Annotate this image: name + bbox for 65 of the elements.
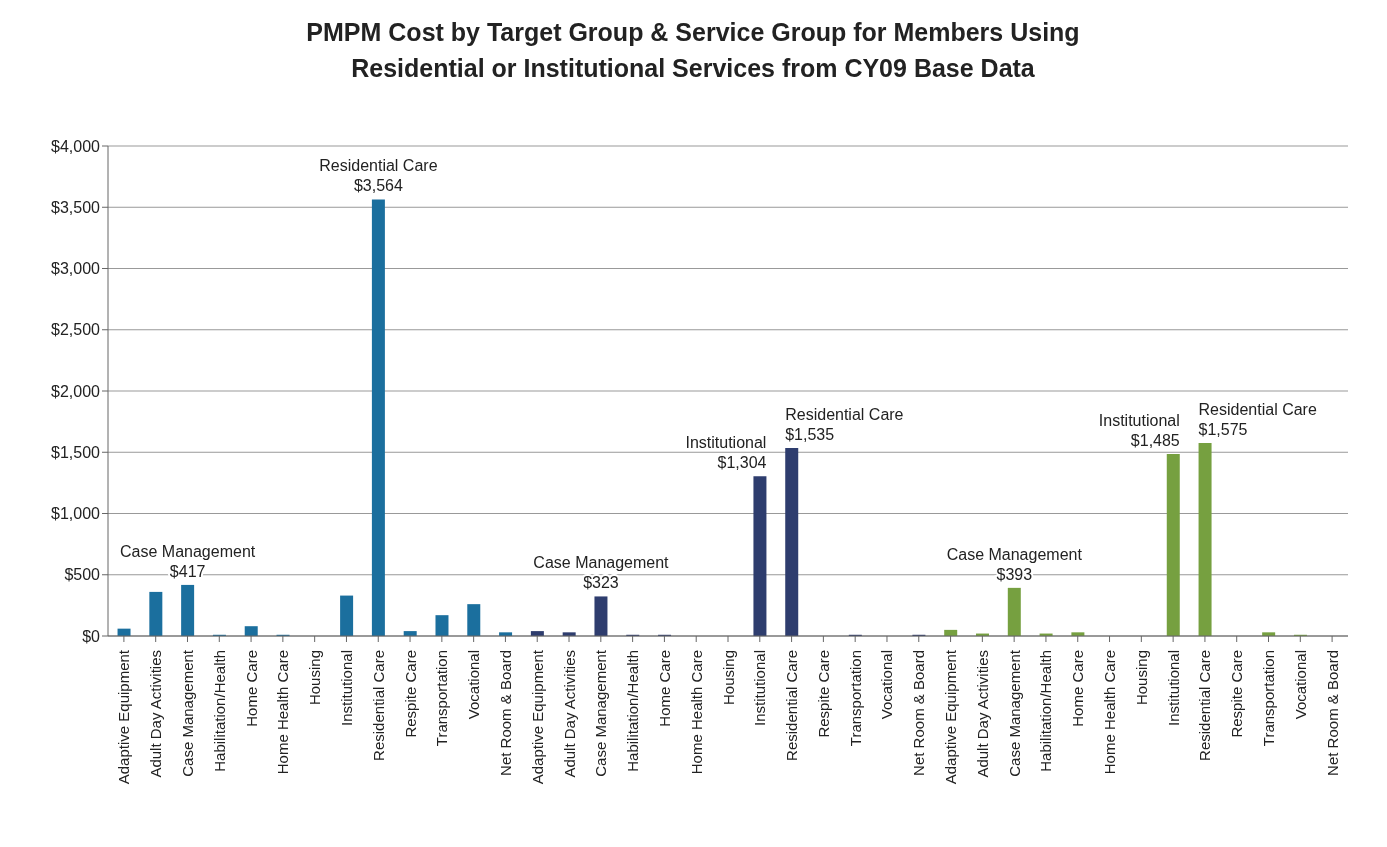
x-tick-label: Housing xyxy=(306,650,324,706)
x-tick-label: Institutional xyxy=(1164,650,1182,726)
x-tick-label: Transportation xyxy=(846,650,864,747)
y-tick-label: $500 xyxy=(64,566,101,584)
data-label: $393 xyxy=(996,565,1033,583)
y-tick-label: $1,000 xyxy=(51,505,101,523)
x-tick-label: Habilitation/Health xyxy=(1037,650,1055,772)
x-tick-label: Residential Care xyxy=(783,650,801,761)
annotation: Institutional xyxy=(1098,412,1180,430)
x-tick-label: Vocational xyxy=(1291,650,1309,720)
chart-title: PMPM Cost by Target Group & Service Group for Members Using Residential or Institutional Services from CY09 Base Data xyxy=(305,17,1081,84)
x-tick-label: Transportation xyxy=(433,650,451,747)
x-tick-label: Home Care xyxy=(1069,650,1087,727)
data-label: $323 xyxy=(583,574,619,592)
x-tick-label: Vocational xyxy=(465,650,483,720)
y-tick-label: $2,500 xyxy=(51,321,101,339)
y-tick-label: $2,000 xyxy=(51,382,101,400)
x-tick-label: Adult Day Activities xyxy=(147,650,165,778)
x-tick-label: Respite Care xyxy=(401,650,419,738)
x-tick-label: Home Health Care xyxy=(1101,650,1119,775)
x-tick-label: Housing xyxy=(719,650,737,706)
x-tick-label: Net Room & Board xyxy=(910,650,928,776)
x-tick-label: Net Room & Board xyxy=(496,650,514,776)
x-tick-label: Home Health Care xyxy=(687,650,705,775)
x-tick-label: Home Care xyxy=(655,650,673,727)
x-tick-label: Adaptive Equipment xyxy=(528,649,546,785)
data-label: $1,304 xyxy=(717,454,767,472)
annotation: Case Management xyxy=(120,542,256,560)
x-tick-label: Habilitation/Health xyxy=(624,650,642,772)
y-tick-label: $4,000 xyxy=(51,137,101,155)
data-label: $1,535 xyxy=(785,425,835,443)
x-tick-label: Adaptive Equipment xyxy=(942,649,960,785)
annotation: Institutional xyxy=(685,434,767,452)
data-label: $1,575 xyxy=(1198,421,1248,439)
y-tick-label: $3,000 xyxy=(51,260,101,278)
x-tick-label: Transportation xyxy=(1260,650,1278,747)
data-label: $3,564 xyxy=(353,177,403,195)
x-tick-label: Respite Care xyxy=(814,650,832,738)
x-tick-label: Institutional xyxy=(751,650,769,726)
x-tick-label: Net Room & Board xyxy=(1323,650,1341,776)
x-tick-label: Adult Day Activities xyxy=(973,650,991,778)
y-tick-label: $1,500 xyxy=(51,443,101,461)
x-tick-label: Vocational xyxy=(878,650,896,720)
annotation: Residential Care xyxy=(1198,401,1317,419)
x-tick-label: Residential Care xyxy=(369,650,387,761)
x-tick-label: Residential Care xyxy=(1196,650,1214,761)
x-tick-label: Adult Day Activities xyxy=(560,650,578,778)
x-tick-label: Habilitation/Health xyxy=(210,650,228,772)
x-tick-label: Adaptive Equipment xyxy=(115,649,133,785)
annotation: Case Management xyxy=(533,554,670,572)
y-tick-label: $0 xyxy=(82,627,101,645)
x-tick-label: Home Care xyxy=(242,650,260,727)
data-label: $1,485 xyxy=(1130,432,1180,450)
x-tick-label: Housing xyxy=(1132,650,1150,706)
x-tick-label: Case Management xyxy=(592,649,610,777)
x-tick-label: Case Management xyxy=(1005,649,1023,777)
annotation: Case Management xyxy=(946,545,1083,563)
x-tick-label: Case Management xyxy=(178,649,196,777)
annotation: Residential Care xyxy=(785,405,904,423)
x-tick-label: Home Health Care xyxy=(274,650,292,775)
annotation: Residential Care xyxy=(319,157,438,175)
data-label: $417 xyxy=(169,562,206,580)
x-tick-label: Respite Care xyxy=(1228,650,1246,738)
x-tick-label: Institutional xyxy=(337,650,355,726)
y-tick-label: $3,500 xyxy=(51,198,101,216)
